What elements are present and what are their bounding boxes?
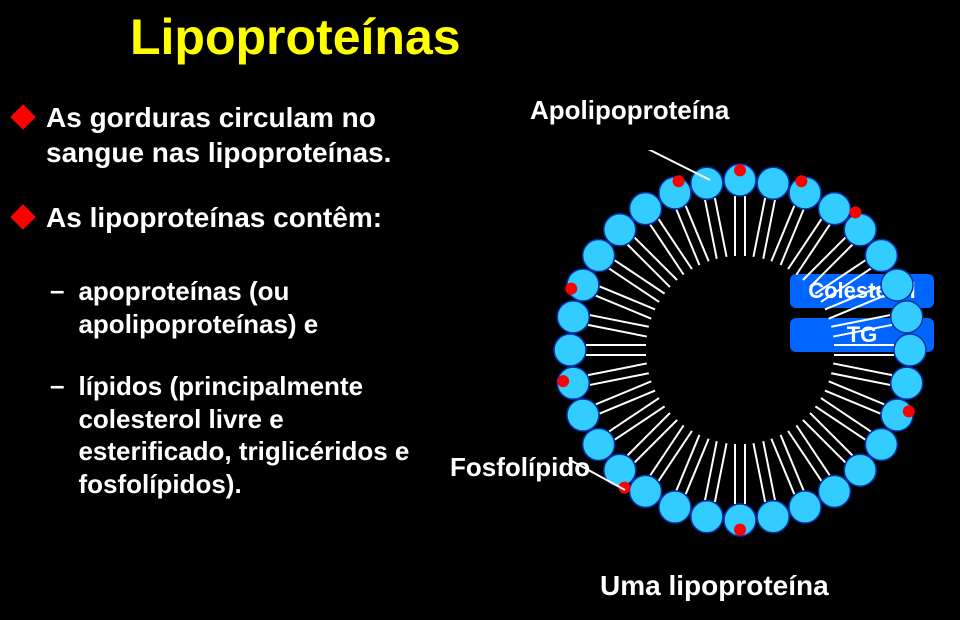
bullet-2-text: As lipoproteínas contêm:	[46, 200, 382, 235]
subbullet-2-text: lípidos (principalmente colesterol livre…	[78, 370, 438, 500]
dash-icon: –	[50, 275, 64, 306]
lipoprotein-diagram	[540, 150, 940, 550]
label-apolipoprotein: Apolipoproteína	[530, 95, 729, 126]
dash-icon: –	[50, 370, 64, 401]
diamond-icon	[10, 204, 35, 229]
label-caption: Uma lipoproteína	[600, 570, 829, 602]
slide-title: Lipoproteínas	[130, 8, 461, 66]
diamond-icon	[10, 104, 35, 129]
bullet-1: As gorduras circulam no sangue nas lipop…	[14, 100, 446, 170]
bullet-2: As lipoproteínas contêm:	[14, 200, 382, 235]
subbullet-1: – apoproteínas (ou apolipoproteínas) e	[50, 275, 438, 340]
subbullet-1-text: apoproteínas (ou apolipoproteínas) e	[78, 275, 438, 340]
bullet-1-text: As gorduras circulam no sangue nas lipop…	[46, 100, 446, 170]
subbullet-2: – lípidos (principalmente colesterol liv…	[50, 370, 438, 500]
